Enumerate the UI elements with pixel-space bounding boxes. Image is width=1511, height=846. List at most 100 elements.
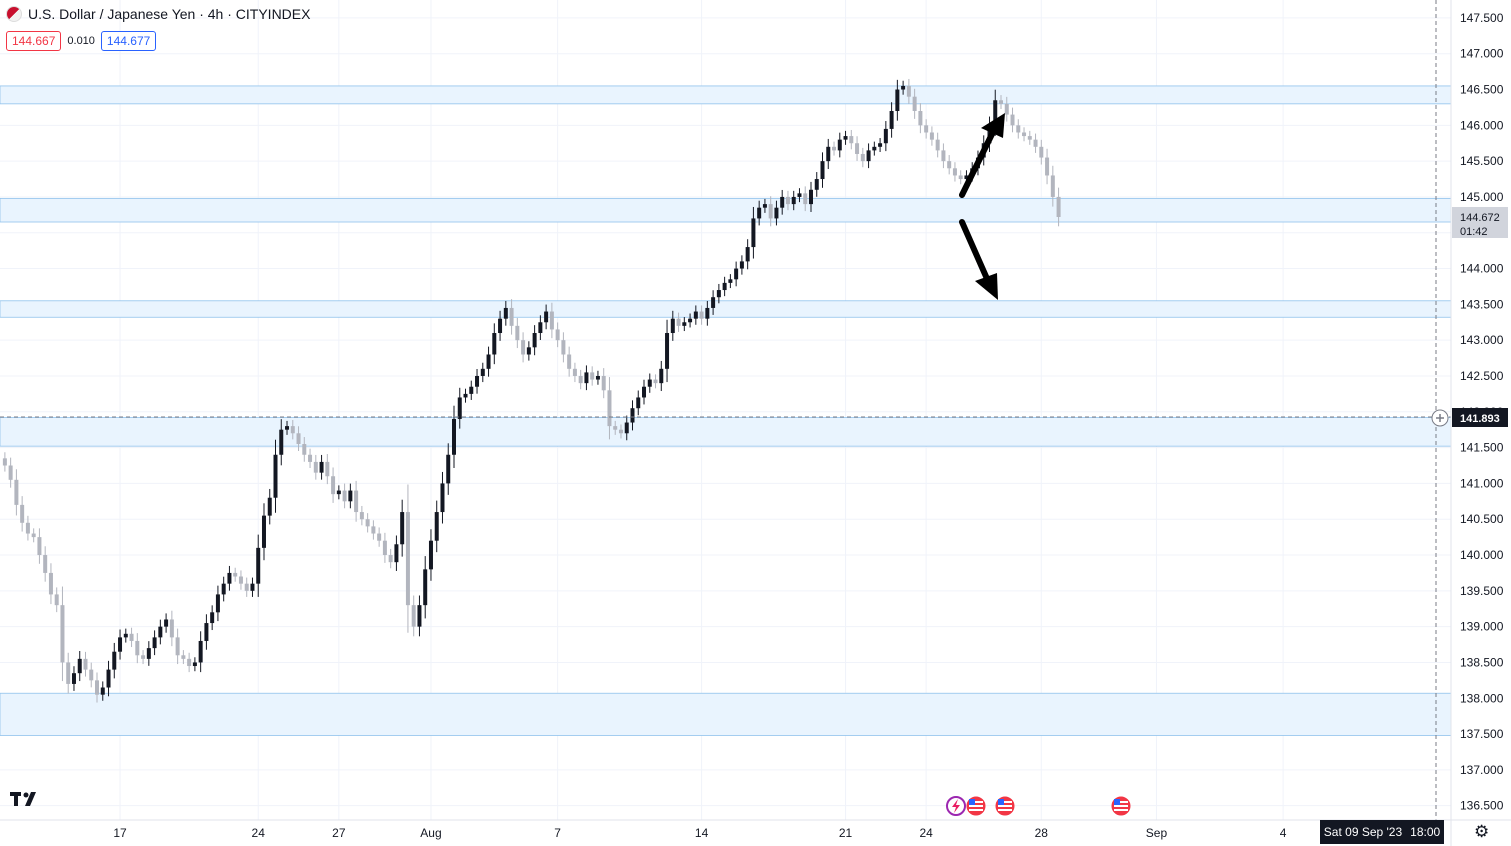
price-tick-label: 138.000 — [1460, 691, 1504, 705]
candle-body — [803, 193, 808, 205]
time-axis[interactable]: 17 24 27 Aug 7 14 21 24 28 Sep 4 — [113, 826, 1286, 840]
time-tick-label: 24 — [919, 826, 933, 840]
buy-price-button[interactable]: 144.677 — [100, 31, 157, 51]
candle-body — [734, 268, 739, 280]
candle-body — [935, 139, 940, 151]
price-tick-label: 141.000 — [1460, 476, 1504, 490]
candle-body — [722, 282, 727, 291]
price-tick-label: 137.500 — [1460, 727, 1504, 741]
candle-body — [169, 619, 174, 638]
current-price-label: 144.672 01:42 — [1452, 207, 1508, 238]
candle-body — [849, 136, 854, 144]
candle-body — [20, 504, 25, 523]
price-tick-label: 139.000 — [1460, 620, 1504, 634]
price-tick-label: 141.500 — [1460, 441, 1504, 455]
candle-body — [210, 612, 215, 624]
price-tick-label: 139.500 — [1460, 584, 1504, 598]
time-tick-label: 28 — [1035, 826, 1049, 840]
symbol-title[interactable]: U.S. Dollar / Japanese Yen · 4h · CITYIN… — [28, 6, 311, 22]
candle-body — [532, 333, 537, 348]
candle-body — [595, 375, 600, 380]
price-tick-label: 147.000 — [1460, 47, 1504, 61]
candle-body — [901, 85, 906, 90]
spread-value: 0.010 — [67, 35, 95, 47]
grid-lines — [0, 0, 1451, 820]
candle-body — [400, 512, 405, 545]
candle-body — [503, 307, 508, 319]
candle-body — [636, 397, 641, 409]
candle-body — [999, 100, 1004, 104]
candle-body — [48, 572, 53, 595]
gear-icon[interactable]: ⚙ — [1474, 822, 1490, 841]
candle-body — [1004, 103, 1009, 115]
price-tick-label: 146.000 — [1460, 118, 1504, 132]
candle-body — [912, 96, 917, 112]
candle-body — [774, 207, 779, 219]
event-us-flag-icon[interactable] — [1111, 796, 1131, 816]
price-tick-label: 145.000 — [1460, 190, 1504, 204]
candle-body — [872, 146, 877, 151]
candle-body — [952, 168, 957, 176]
candle-body — [463, 393, 468, 398]
candle-body — [601, 375, 606, 391]
candle-body — [538, 322, 543, 334]
candle-body — [112, 651, 117, 670]
candle-body — [653, 379, 658, 384]
countdown-value: 01:42 — [1460, 226, 1488, 238]
candle-body — [791, 196, 796, 205]
price-tick-label: 142.500 — [1460, 369, 1504, 383]
price-tick-label: 143.500 — [1460, 297, 1504, 311]
candle-body — [446, 454, 451, 484]
candle-body — [924, 125, 929, 133]
candle-body — [544, 311, 549, 323]
candle-body — [578, 375, 583, 384]
time-tick-label: 21 — [839, 826, 853, 840]
sell-price-button[interactable]: 144.667 — [6, 31, 62, 51]
candle-body — [751, 218, 756, 248]
candle-body — [855, 143, 860, 154]
time-tick-label: 4 — [1280, 826, 1287, 840]
time-tick-label: 24 — [252, 826, 266, 840]
candle-body — [8, 465, 13, 480]
candle-body — [757, 207, 762, 219]
candle-body — [451, 418, 456, 455]
candle-body — [515, 325, 520, 341]
trade-buttons: 144.667 0.010 144.677 — [6, 31, 157, 51]
time-tick-label: 17 — [113, 826, 127, 840]
candle-body — [820, 161, 825, 180]
candle-body — [964, 175, 969, 180]
crosshair-plus-icon[interactable] — [1431, 409, 1449, 427]
candle-body — [688, 318, 693, 323]
candle-body — [572, 368, 577, 376]
candle-body — [682, 322, 687, 326]
event-lightning-icon[interactable] — [946, 796, 966, 816]
price-tick-label: 138.500 — [1460, 655, 1504, 669]
candlestick-series — [2, 78, 1061, 703]
candle-body — [624, 422, 629, 434]
tradingview-logo-icon[interactable] — [10, 790, 42, 808]
candle-body — [60, 605, 65, 663]
event-us-flag-icon[interactable] — [995, 796, 1015, 816]
candle-body — [146, 648, 151, 659]
candle-body — [1050, 175, 1055, 197]
candle-body — [365, 519, 370, 527]
candle-body — [498, 318, 503, 334]
candle-body — [95, 680, 100, 695]
time-tick-label: 7 — [554, 826, 561, 840]
candle-body — [699, 311, 704, 319]
candle-body — [129, 633, 134, 641]
candle-body — [141, 655, 146, 659]
candle-body — [785, 196, 790, 205]
chart-header: U.S. Dollar / Japanese Yen · 4h · CITYIN… — [6, 6, 310, 22]
event-us-flag-icon[interactable] — [966, 796, 986, 816]
candle-body — [192, 662, 197, 667]
arrow-down-icon[interactable] — [959, 219, 998, 300]
candle-body — [1027, 136, 1032, 140]
support-resistance-zones — [0, 85, 1452, 736]
arrow-up-icon[interactable] — [959, 113, 1005, 198]
candle-body — [762, 204, 767, 208]
candle-body — [618, 429, 623, 434]
candle-body — [941, 150, 946, 162]
candle-body — [215, 594, 220, 613]
